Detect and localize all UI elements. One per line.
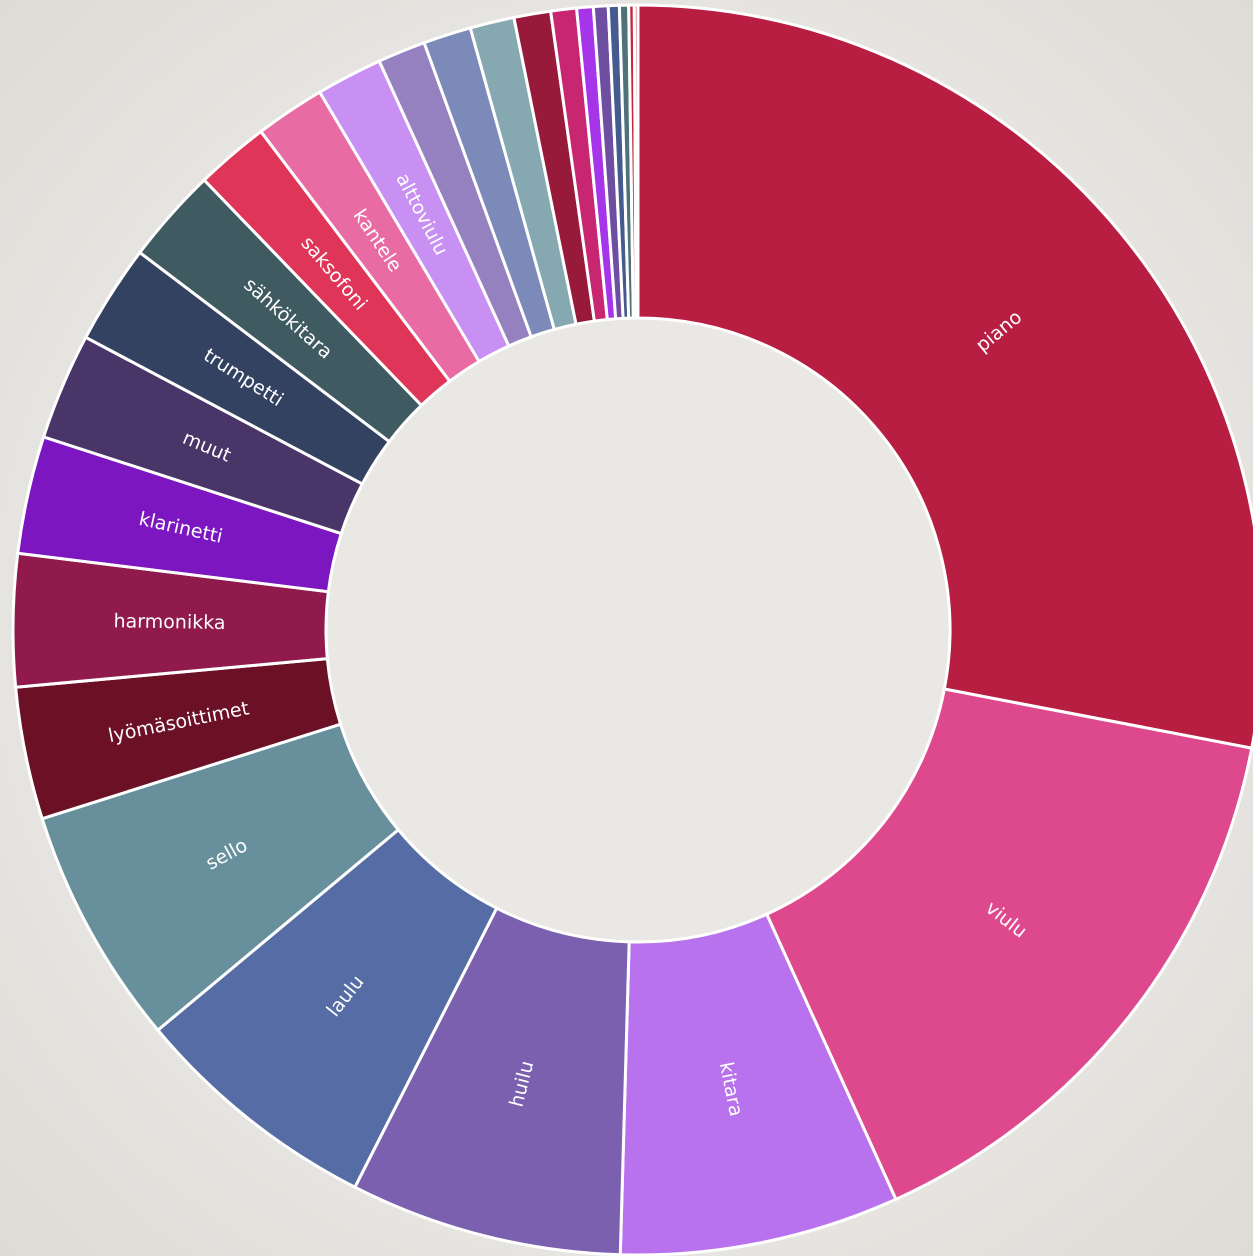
slice-label: harmonikka	[113, 610, 225, 634]
slice-minor-25[interactable]	[632, 3, 640, 320]
donut-hole	[326, 318, 950, 942]
slice-viulu[interactable]	[764, 687, 1253, 1202]
slice-piano[interactable]	[636, 3, 1253, 750]
slices	[11, 3, 1253, 1256]
